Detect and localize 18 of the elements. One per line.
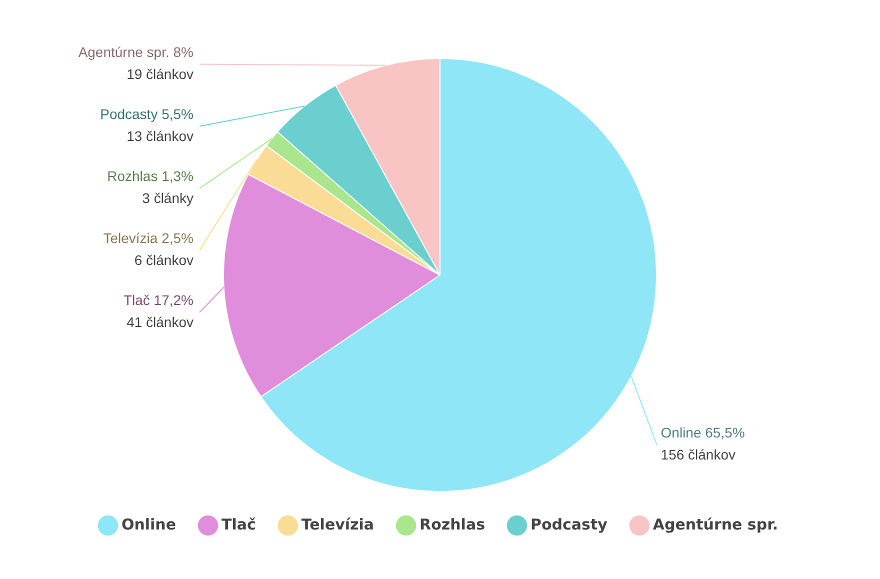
category-label: Agentúrne spr. 8%: [78, 44, 194, 60]
legend-label: Podcasty: [530, 515, 608, 534]
category-label: Online 65,5%: [660, 424, 745, 441]
legend-label: Tlač: [222, 515, 256, 534]
text: 19 článkov: [126, 66, 194, 82]
category-label: Podcasty 5,5%: [100, 106, 194, 122]
legend-label: Agentúrne spr.: [652, 515, 778, 534]
text: 13 článkov: [126, 128, 194, 144]
legend-label: Online: [121, 515, 176, 534]
legend-label: Televízia: [301, 515, 374, 534]
text: 41 článkov: [126, 314, 194, 330]
text: 6 článkov: [134, 252, 194, 268]
text: 156 článkov: [660, 446, 736, 463]
legend-label: Rozhlas: [420, 515, 486, 534]
category-label: Televízia 2,5%: [103, 230, 194, 246]
category-label: Rozhlas 1,3%: [107, 168, 194, 184]
category-label: Tlač 17,2%: [123, 292, 194, 308]
text: 3 články: [142, 190, 194, 206]
